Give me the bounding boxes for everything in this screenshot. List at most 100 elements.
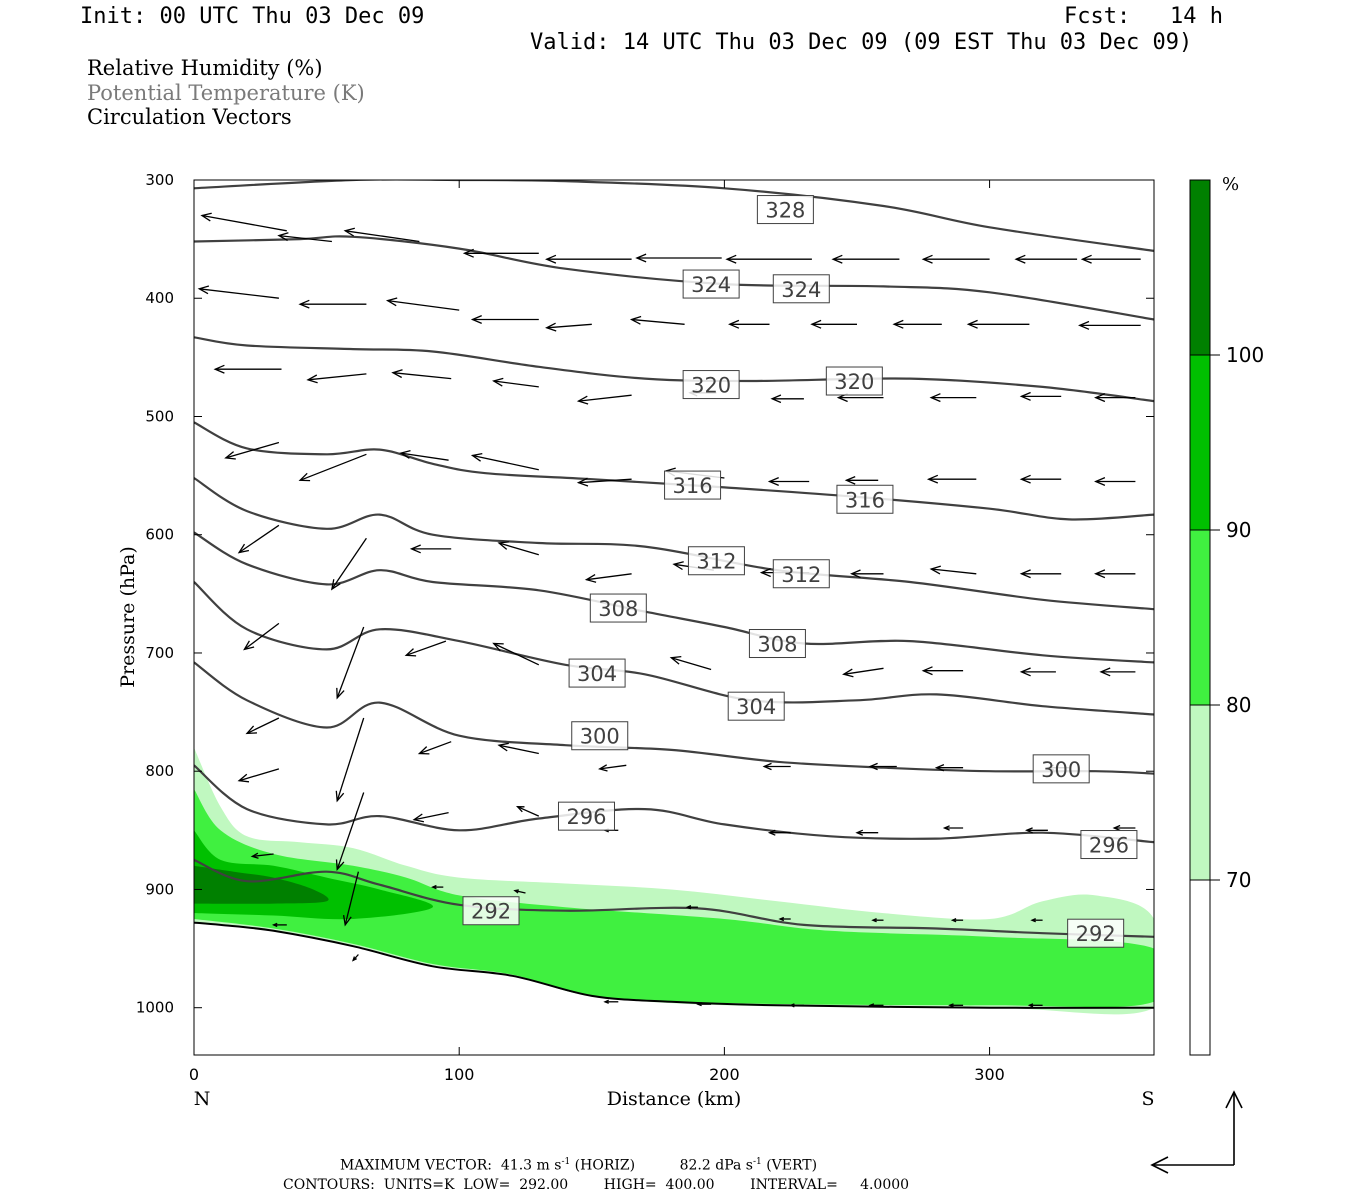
vector-head [850,569,861,579]
contour-label-text: 316 [673,474,713,498]
vector-head [1019,391,1031,401]
circulation-vector [391,369,452,380]
circulation-vector [1112,824,1136,832]
vector-head [385,297,398,307]
reference-vector [1150,1090,1243,1174]
ground-line [194,921,1154,1009]
circulation-vector [926,474,977,484]
vector-shaft [238,524,280,554]
vector-shaft [493,642,540,666]
vector-head [1019,474,1031,484]
circulation-vector [831,254,900,264]
vector-shaft [498,744,539,755]
colorbar-segment [1189,879,1211,1056]
circulation-vector [767,829,791,836]
vector-head [1014,254,1026,264]
vector-head [336,687,345,700]
contour-label-box [571,721,629,751]
circulation-vector [810,319,857,329]
vector-shaft [307,373,367,381]
circulation-vector [789,1003,804,1008]
circulation-vector [1019,569,1062,579]
contour-label-292: 292 [462,896,520,926]
vector-head [929,565,941,575]
vector-shaft [387,299,460,311]
circulation-vector [497,541,539,556]
theta-contour-292 [194,858,1154,938]
circulation-vector [728,319,770,329]
vector-shaft [345,230,420,243]
vector-shaft [238,768,280,782]
contour-label-text: 324 [781,278,821,302]
vector-head [669,655,682,665]
vector-shaft [498,542,539,556]
circulation-vector [929,393,977,403]
vector-head [492,377,504,387]
circulation-vector [385,297,460,311]
vector-head [855,829,864,836]
vector-head [770,394,782,404]
vector-head [966,319,978,329]
vector-shaft [201,214,287,232]
right-end-label: S [1141,1088,1154,1110]
vector-head [391,369,403,379]
colorbar-segment [1189,529,1211,706]
rh-region-80 [194,789,1154,1008]
vector-shaft [493,380,539,388]
circulation-vector [669,655,712,671]
vector-head [584,574,597,583]
contour-label-308: 308 [589,593,647,623]
contour-label-304: 304 [727,691,785,721]
y-tick-label: 300 [145,171,174,189]
contour-label-308: 308 [748,629,806,659]
vector-head [497,541,509,550]
vector-head [515,806,525,813]
circulation-vector [237,768,280,783]
vector-head [200,212,212,222]
circulation-vector [545,254,632,264]
theta-contour-324 [194,235,1154,321]
valid-time: Valid: 14 UTC Thu 03 Dec 09 (09 EST Thu … [530,30,1193,55]
vector-head [237,773,250,783]
theta-contour-312 [194,477,1154,611]
circulation-vector [1094,477,1136,486]
contour-labels: 328 324 324 320 320 316 316 312 312 308 308 304 304 3… [462,195,1138,948]
legend-potential-temperature: Potential Temperature (K) [87,81,365,105]
vector-head [342,914,352,927]
circulation-vector [1019,667,1056,677]
circulation-vector [250,852,274,859]
vector-head [1112,824,1121,832]
vector-head [470,452,483,462]
vector-head [1080,254,1092,264]
vector-shaft [400,452,449,461]
vector-head [635,253,647,263]
circulation-vector [298,299,367,309]
circulation-vector [871,918,884,923]
contour-label-text: 316 [845,488,885,512]
circulation-vector [966,319,1030,329]
contour-label-300: 300 [1032,754,1090,784]
x-tick-label: 300 [974,1065,1005,1084]
circulation-vector [298,453,367,482]
x-tick-label: 200 [709,1065,740,1084]
theta-contour-296 [194,764,1154,844]
circulation-vector [245,717,280,735]
colorbar-segment [1189,704,1211,881]
circulation-vector [306,373,367,384]
contour-label-text: 300 [580,725,620,749]
circulation-vector [635,253,722,263]
contour-label-316: 316 [836,484,894,514]
ground-surface-line [194,921,1154,1009]
contour-label-312: 312 [687,546,745,576]
contour-label-box [568,658,626,688]
circulation-vector [335,792,365,871]
colorbar-unit: % [1222,174,1239,195]
circulation-vector [762,762,791,771]
contour-label-text: 292 [1076,922,1116,946]
vector-head [926,474,939,484]
contour-label-324: 324 [772,274,830,304]
forecast-hour: Fcst: 14 h [1064,4,1223,29]
vector-shaft [246,717,280,734]
contour-label-text: 320 [691,374,731,398]
vector-head [1019,569,1031,579]
